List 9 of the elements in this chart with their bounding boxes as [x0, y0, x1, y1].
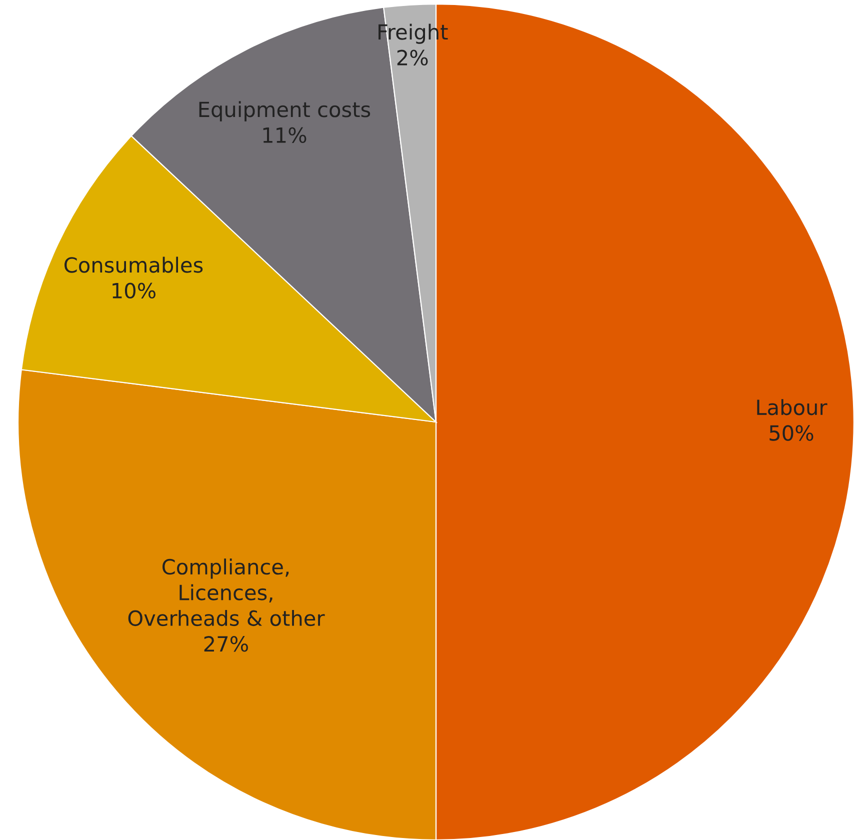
slice-label: Labour — [757, 399, 828, 416]
data-label: 50% — [770, 425, 814, 441]
slice-label: Consumables — [64, 256, 203, 273]
slice-label: Compliance, Licences, Overheads & other — [128, 558, 325, 626]
data-label: 11% — [263, 127, 306, 144]
data-label: 2% — [397, 50, 428, 66]
slice-label: Equipment costs — [199, 101, 370, 122]
data-label: 10% — [112, 282, 156, 299]
data-label: 27% — [204, 636, 248, 652]
